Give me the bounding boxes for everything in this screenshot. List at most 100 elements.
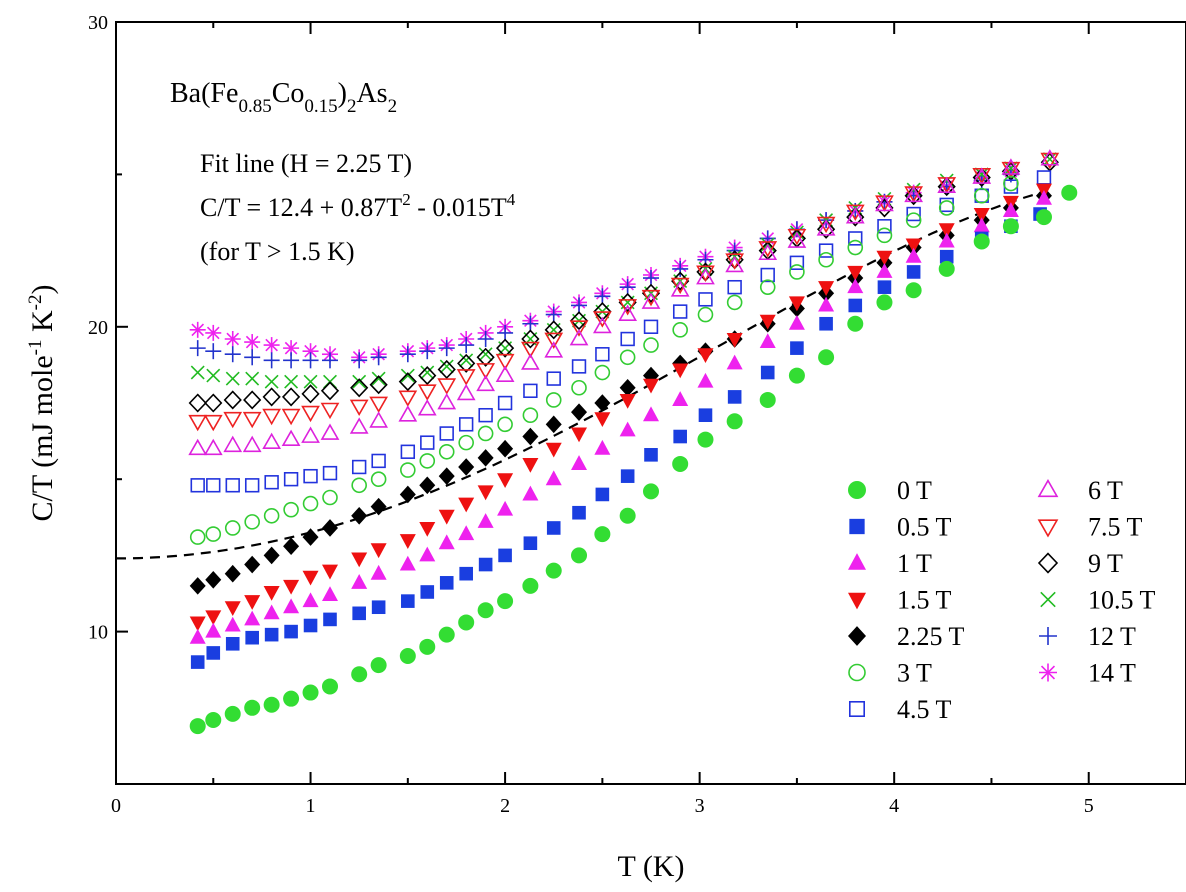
data-point (595, 487, 610, 502)
data-point (190, 655, 205, 669)
data-point (696, 265, 715, 282)
data-point (401, 594, 415, 608)
x-tick-label: 0 (111, 795, 121, 817)
data-point (641, 289, 661, 307)
data-point (788, 296, 805, 312)
data-point (1042, 152, 1057, 167)
data-point (906, 206, 921, 222)
data-point (244, 699, 261, 716)
data-point (438, 509, 455, 525)
data-point (370, 471, 387, 488)
data-point (456, 369, 476, 386)
data-point (643, 406, 659, 422)
data-point (1001, 161, 1021, 179)
data-point (283, 690, 300, 707)
data-point (726, 354, 743, 370)
data-point (477, 513, 494, 528)
data-point (673, 429, 687, 444)
data-point (205, 570, 222, 589)
data-point (224, 601, 241, 617)
data-point (283, 501, 299, 518)
data-point (419, 476, 436, 495)
data-point (281, 387, 301, 407)
data-point (190, 365, 205, 380)
data-point (351, 477, 367, 494)
x-tick-label: 4 (889, 795, 899, 817)
data-point (350, 378, 369, 398)
data-point (818, 243, 834, 258)
data-point (790, 341, 804, 355)
data-point (262, 387, 281, 407)
data-point (351, 352, 368, 369)
data-point (571, 379, 587, 396)
data-point (205, 622, 222, 638)
data-point (972, 167, 992, 184)
data-point (302, 570, 319, 586)
data-point (758, 241, 778, 258)
data-point (398, 405, 418, 422)
data-point (477, 425, 494, 442)
data-point (420, 585, 435, 599)
data-point (283, 579, 300, 595)
data-point (302, 528, 319, 546)
data-point (225, 478, 240, 493)
data-point (620, 469, 635, 483)
data-point (283, 352, 300, 369)
data-point (618, 299, 638, 316)
data-point (1040, 152, 1060, 170)
data-point (726, 332, 743, 348)
data-point (672, 455, 689, 472)
data-point (1001, 158, 1021, 175)
data-point (523, 536, 538, 551)
data-point (188, 393, 207, 413)
data-point (477, 485, 494, 501)
data-point (594, 439, 611, 455)
legend-marker (1037, 552, 1059, 574)
data-point (264, 475, 279, 490)
data-point (594, 394, 611, 412)
data-point (848, 231, 863, 246)
data-point (726, 294, 743, 311)
data-point (457, 353, 476, 373)
data-point (697, 251, 714, 268)
data-point (845, 207, 865, 224)
legend-label: 2.25 T (897, 622, 965, 651)
data-point (283, 340, 300, 357)
data-point (521, 353, 540, 370)
series-6-T (188, 149, 1060, 456)
data-point (670, 277, 690, 295)
data-point (225, 636, 240, 651)
data-point (224, 330, 241, 347)
series-10p5-T (190, 152, 1057, 389)
data-point (759, 391, 776, 408)
data-point (189, 340, 206, 357)
data-point (244, 514, 260, 530)
data-point (544, 341, 564, 358)
data-point (572, 505, 586, 520)
legend-marker (1039, 627, 1057, 645)
data-point (643, 337, 659, 353)
series-0p5-T (190, 207, 1047, 669)
data-point (263, 585, 280, 601)
legend-entry: 2.25 T (848, 622, 965, 651)
data-point (223, 411, 243, 429)
data-point (727, 279, 742, 295)
data-point (419, 638, 436, 655)
data-point (459, 566, 473, 581)
data-point (644, 448, 658, 462)
data-point (203, 414, 223, 432)
data-point (351, 574, 368, 589)
data-point (371, 371, 386, 386)
data-point (398, 372, 417, 392)
data-point (206, 478, 221, 493)
data-point (848, 298, 863, 313)
data-point (545, 562, 562, 579)
data-point (788, 314, 805, 330)
data-point (495, 338, 515, 358)
data-point (203, 438, 223, 456)
data-point (476, 363, 496, 380)
data-point (351, 552, 368, 568)
data-point (876, 263, 893, 278)
series-4p5-T (190, 170, 1052, 493)
data-point (302, 495, 319, 512)
